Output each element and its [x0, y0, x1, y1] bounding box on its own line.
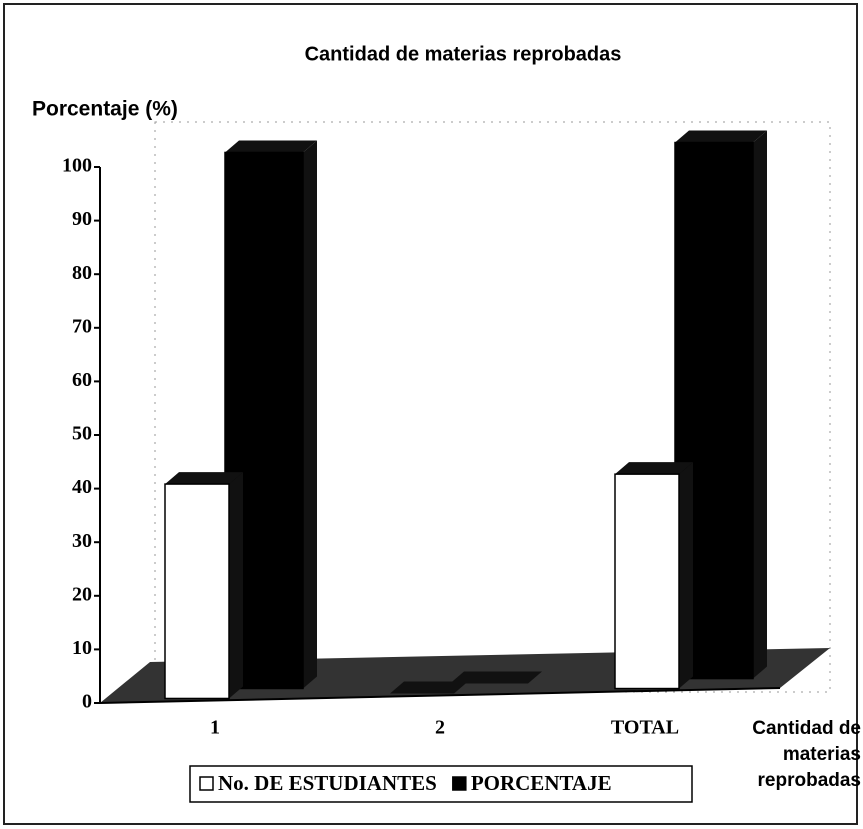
bar — [164, 483, 230, 700]
bar-side — [679, 462, 693, 689]
chart-title: Cantidad de materias reprobadas — [305, 43, 622, 65]
x-axis-label: Cantidad de materias reprobadas — [752, 718, 861, 791]
legend-label: No. DE ESTUDIANTES — [218, 771, 437, 795]
bar — [614, 473, 680, 690]
chart-border — [3, 3, 858, 825]
y-tick-label: 90 — [72, 208, 92, 230]
bar-top — [390, 681, 468, 694]
y-tick-label: 10 — [72, 637, 92, 659]
x-tick-label: 2 — [435, 717, 445, 739]
y-tick-label: 60 — [72, 369, 92, 391]
y-axis-label: Porcentaje (%) — [32, 98, 178, 121]
legend-swatch — [452, 776, 467, 791]
legend-swatch — [199, 776, 214, 791]
back-wall — [154, 121, 831, 693]
bar-side — [229, 472, 243, 699]
y-tick-label: 50 — [72, 423, 92, 445]
x-axis — [99, 687, 781, 704]
y-tick-label: 0 — [82, 691, 92, 713]
bar-top — [225, 140, 317, 153]
bar-top — [675, 130, 767, 143]
legend — [189, 765, 693, 803]
bar-top — [450, 671, 542, 684]
y-tick-label: 40 — [72, 476, 92, 498]
bar-top — [615, 462, 693, 475]
y-tick-label: 30 — [72, 530, 92, 552]
y-tick-label: 20 — [72, 583, 92, 605]
legend-label: PORCENTAJE — [471, 771, 612, 795]
x-tick-label: TOTAL — [611, 717, 679, 739]
x-tick-label: 1 — [210, 717, 220, 739]
bar-side — [303, 140, 317, 689]
y-tick-label: 70 — [72, 315, 92, 337]
y-tick-label: 80 — [72, 262, 92, 284]
bar-top — [165, 472, 243, 485]
y-tick-label: 100 — [62, 155, 92, 177]
bar-side — [753, 130, 767, 679]
